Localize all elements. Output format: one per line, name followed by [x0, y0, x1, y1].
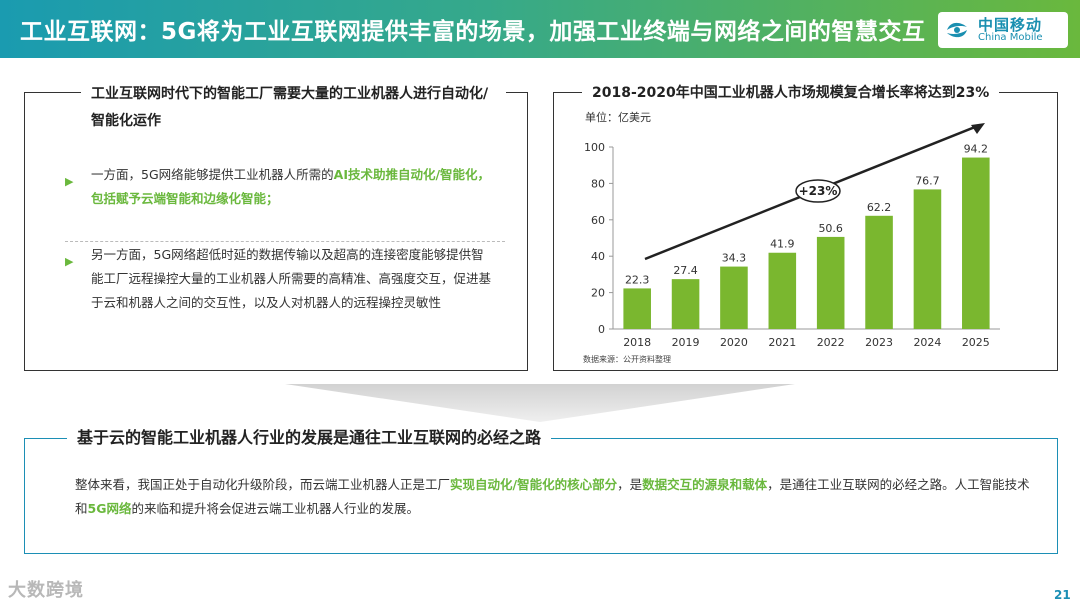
left-panel: 工业互联网时代下的智能工厂需要大量的工业机器人进行自动化/智能化运作 ▶ 一方面…	[24, 81, 528, 371]
bottom-text-3: ，是通往工业互联网的必经之路。人工智能技术和	[75, 477, 1030, 516]
value-label: 27.4	[673, 264, 698, 277]
x-tick-label: 2025	[962, 336, 990, 349]
bottom-highlight-2: 数据交互的源泉和载体	[642, 477, 768, 492]
bullet-1-highlight: AI技术助推自动化/智能化，包括赋予云端智能和边缘化智能；	[91, 167, 491, 206]
y-tick-label: 60	[591, 214, 605, 227]
down-arrow-icon	[285, 384, 795, 422]
bar-2024	[913, 189, 942, 329]
value-label: 62.2	[867, 201, 892, 214]
bar-2022	[816, 236, 845, 329]
bottom-highlight-3: 5G网络	[87, 501, 132, 516]
x-tick-label: 2024	[913, 336, 941, 349]
bottom-text-4: 的来临和提升将会促进云端工业机器人行业的发展。	[131, 501, 419, 516]
value-label: 50.6	[818, 222, 843, 235]
x-tick-label: 2020	[720, 336, 748, 349]
x-tick-label: 2021	[768, 336, 796, 349]
value-label: 41.9	[770, 238, 795, 251]
bar-chart: 单位：亿美元 0 20 40 60 80 100 2018 2019 2020 2021 2022…	[583, 110, 1000, 364]
bullet-arrow-icon: ▶	[65, 255, 74, 268]
bottom-text-1: 整体来看，我国正处于自动化升级阶段，而云端工业机器人正是工厂	[75, 477, 451, 492]
logo-text-en: China Mobile	[978, 32, 1043, 43]
bottom-panel: 基于云的智能工业机器人行业的发展是通往工业互联网的必经之路 整体来看，我国正处于…	[24, 425, 1058, 554]
x-tick-label: 2019	[672, 336, 700, 349]
header-banner: 工业互联网：5G将为工业互联网提供丰富的场景，加强工业终端与网络之间的智慧交互 …	[0, 0, 1080, 58]
y-tick-label: 100	[584, 141, 605, 154]
value-label: 22.3	[625, 273, 650, 286]
x-tick-label: 2018	[623, 336, 651, 349]
chart-source: 数据来源：公开资料整理	[583, 354, 671, 364]
x-tick-label: 2022	[817, 336, 845, 349]
logo-text-cn: 中国移动	[978, 16, 1043, 34]
y-tick-label: 20	[591, 287, 605, 300]
y-tick-label: 40	[591, 250, 605, 263]
y-tick-label: 80	[591, 177, 605, 190]
trend-arrowhead-icon	[971, 123, 985, 134]
china-mobile-logo: 中国移动 China Mobile	[938, 12, 1068, 48]
right-panel: 2018-2020年中国工业机器人市场规模复合增长率将达到23%	[553, 81, 1058, 371]
bullet-text-2: 另一方面，5G网络超低时延的数据传输以及超高的连接密度能够提供智能工厂远程操控大…	[91, 247, 492, 310]
value-label: 76.7	[915, 174, 940, 187]
bottom-panel-title: 基于云的智能工业机器人行业的发展是通往工业互联网的必经之路	[67, 425, 552, 451]
bar-2023	[865, 215, 893, 329]
growth-rate-label: +23%	[799, 184, 838, 198]
bar-2018	[623, 288, 651, 329]
bar-2021	[768, 252, 797, 329]
value-label: 94.2	[964, 143, 989, 156]
bar-2020	[720, 266, 748, 329]
page-number: 21	[1054, 588, 1071, 602]
value-label: 34.3	[722, 252, 747, 265]
bullet-arrow-icon: ▶	[65, 175, 74, 188]
bottom-text-2: ，是	[617, 477, 643, 492]
y-tick-label: 0	[598, 323, 605, 336]
bullet-text-1: 一方面，5G网络能够提供工业机器人所需的AI技术助推自动化/智能化，包括赋予云端…	[91, 163, 491, 211]
x-tick-label: 2023	[865, 336, 893, 349]
bar-2025	[962, 157, 990, 329]
chart-title: 2018-2020年中国工业机器人市场规模复合增长率将达到23%	[582, 81, 1000, 105]
bottom-panel-text: 整体来看，我国正处于自动化升级阶段，而云端工业机器人正是工厂实现自动化/智能化的…	[75, 473, 1035, 521]
bottom-highlight-1: 实现自动化/智能化的核心部分	[450, 477, 618, 492]
bar-2019	[671, 279, 700, 329]
chart-unit-label: 单位：亿美元	[585, 110, 651, 124]
bullet-1-prefix: 一方面，5G网络能够提供工业机器人所需的	[91, 167, 334, 182]
page-title: 工业互联网：5G将为工业互联网提供丰富的场景，加强工业终端与网络之间的智慧交互	[20, 19, 926, 45]
growth-rate-badge	[795, 179, 841, 203]
watermark-logo: 大数跨境	[8, 580, 84, 601]
left-panel-title: 工业互联网时代下的智能工厂需要大量的工业机器人进行自动化/智能化运作	[81, 81, 506, 135]
china-mobile-logo-icon	[947, 22, 967, 38]
dashed-divider	[65, 241, 505, 242]
